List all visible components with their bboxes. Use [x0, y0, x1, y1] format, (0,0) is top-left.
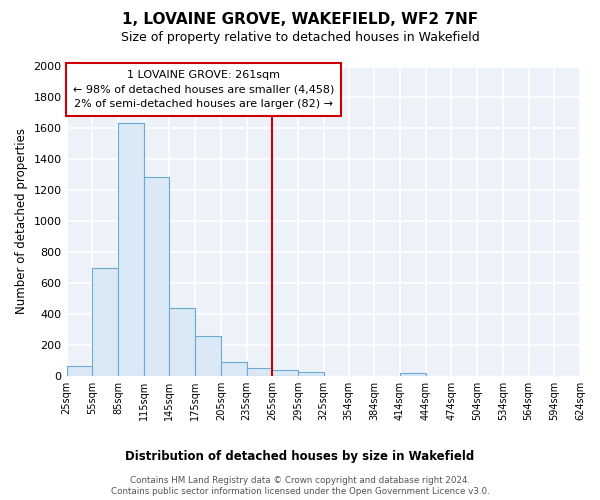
Bar	[272, 370, 298, 376]
Bar	[298, 372, 323, 376]
Bar	[400, 374, 426, 376]
Bar	[247, 368, 272, 376]
Text: Distribution of detached houses by size in Wakefield: Distribution of detached houses by size …	[125, 450, 475, 463]
Y-axis label: Number of detached properties: Number of detached properties	[15, 128, 28, 314]
Text: Contains public sector information licensed under the Open Government Licence v3: Contains public sector information licen…	[110, 487, 490, 496]
Bar	[67, 366, 92, 376]
Bar	[143, 177, 169, 376]
Bar	[92, 268, 118, 376]
Bar	[221, 362, 247, 376]
Bar	[195, 336, 221, 376]
Text: Contains HM Land Registry data © Crown copyright and database right 2024.: Contains HM Land Registry data © Crown c…	[130, 476, 470, 485]
Text: Size of property relative to detached houses in Wakefield: Size of property relative to detached ho…	[121, 31, 479, 44]
Bar	[118, 123, 143, 376]
Text: 1, LOVAINE GROVE, WAKEFIELD, WF2 7NF: 1, LOVAINE GROVE, WAKEFIELD, WF2 7NF	[122, 12, 478, 28]
Bar	[169, 308, 195, 376]
Text: 1 LOVAINE GROVE: 261sqm
← 98% of detached houses are smaller (4,458)
2% of semi-: 1 LOVAINE GROVE: 261sqm ← 98% of detache…	[73, 70, 334, 109]
